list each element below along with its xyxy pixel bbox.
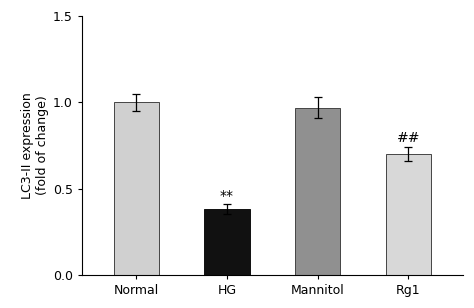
Text: **: ** [220,189,234,203]
Bar [204,209,250,275]
Bar [295,107,340,275]
Bar [386,154,431,275]
Text: ##: ## [397,131,420,145]
Y-axis label: LC3-II expression
(fold of change): LC3-II expression (fold of change) [20,92,49,199]
Bar [114,102,159,275]
